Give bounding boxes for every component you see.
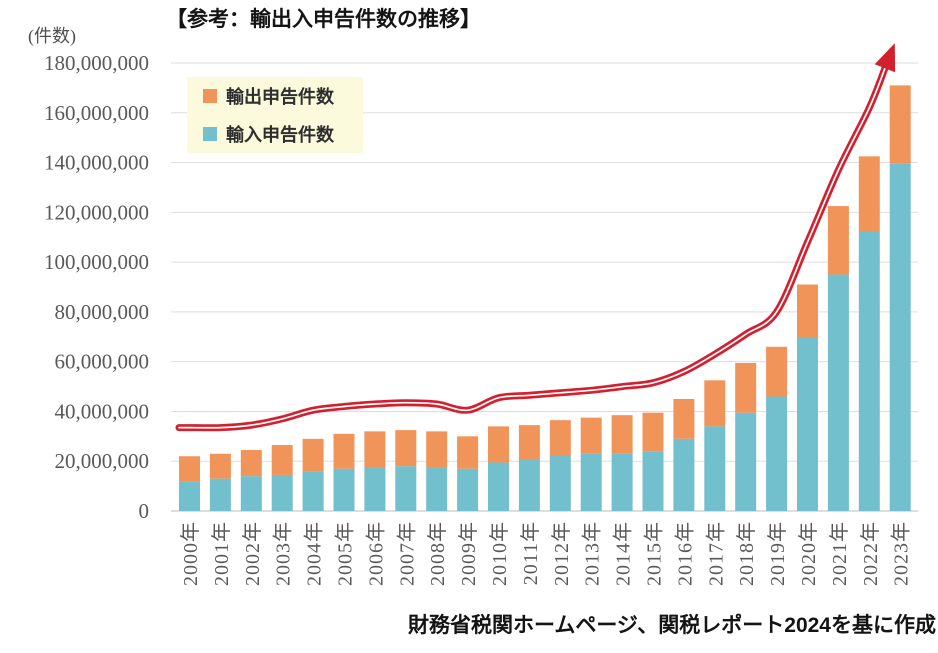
bar-export-2011 bbox=[518, 425, 540, 460]
bar-import-2008 bbox=[426, 467, 448, 511]
x-tick-label: 2008年 bbox=[426, 521, 449, 586]
bar-export-2022 bbox=[858, 156, 880, 231]
x-tick-label: 2002年 bbox=[241, 521, 264, 586]
y-tick-label: 100,000,000 bbox=[44, 250, 149, 274]
y-tick-label: 40,000,000 bbox=[55, 399, 150, 423]
x-tick-label: 2014年 bbox=[612, 521, 635, 586]
y-tick-label: 80,000,000 bbox=[55, 300, 150, 324]
y-tick-label: 140,000,000 bbox=[44, 151, 149, 175]
y-tick-label: 160,000,000 bbox=[44, 101, 149, 125]
x-tick-label: 2017年 bbox=[704, 521, 727, 586]
bar-import-2011 bbox=[518, 459, 540, 511]
x-tick-label: 2015年 bbox=[643, 521, 666, 586]
bar-export-2005 bbox=[333, 433, 355, 469]
bar-import-2018 bbox=[735, 412, 757, 511]
bar-import-2012 bbox=[549, 455, 571, 511]
chart-title: 【参考：輸出入申告件数の推移】 bbox=[166, 8, 481, 31]
x-tick-label: 2004年 bbox=[303, 521, 326, 586]
x-tick-label: 2023年 bbox=[890, 521, 913, 586]
y-tick-label: 20,000,000 bbox=[55, 449, 150, 473]
trend-arrow-highlight bbox=[178, 64, 887, 429]
bar-import-2010 bbox=[488, 462, 509, 511]
x-tick-label: 2016年 bbox=[673, 521, 696, 586]
bar-export-2018 bbox=[735, 362, 757, 413]
bar-export-2016 bbox=[673, 399, 695, 439]
x-tick-label: 2019年 bbox=[766, 521, 789, 586]
x-tick-label: 2012年 bbox=[550, 521, 573, 586]
bar-import-2007 bbox=[395, 466, 417, 511]
bar-import-2020 bbox=[797, 338, 818, 511]
bar-export-2008 bbox=[426, 431, 448, 468]
y-tick-label: 60,000,000 bbox=[55, 350, 150, 374]
bar-export-2015 bbox=[642, 412, 664, 452]
bar-import-2016 bbox=[673, 438, 695, 511]
bar-export-2004 bbox=[302, 438, 324, 472]
bar-import-2003 bbox=[271, 474, 293, 511]
legend-label-export: 輸出申告件数 bbox=[226, 87, 334, 107]
bar-import-2013 bbox=[580, 453, 602, 511]
x-tick-label: 2005年 bbox=[334, 521, 357, 586]
bar-export-2021 bbox=[827, 206, 849, 275]
bar-import-2017 bbox=[704, 426, 726, 511]
x-tick-label: 2022年 bbox=[859, 521, 882, 586]
bar-import-2015 bbox=[642, 451, 664, 511]
bar-export-2006 bbox=[364, 431, 386, 468]
y-tick-label: 0 bbox=[139, 499, 150, 523]
bar-export-2014 bbox=[611, 415, 633, 454]
bar-export-2003 bbox=[271, 445, 293, 475]
x-tick-label: 2001年 bbox=[210, 521, 233, 586]
legend-item-import: 輸入申告件数 bbox=[203, 121, 363, 147]
bar-import-2019 bbox=[766, 396, 788, 511]
bar-export-2009 bbox=[457, 436, 479, 469]
bar-import-2000 bbox=[179, 481, 200, 511]
bar-import-2014 bbox=[611, 453, 633, 511]
y-tick-label: 180,000,000 bbox=[44, 51, 149, 75]
bar-export-2012 bbox=[549, 420, 571, 455]
trend-arrowhead bbox=[874, 43, 896, 73]
bar-export-2017 bbox=[704, 380, 726, 427]
bar-export-2010 bbox=[488, 426, 509, 463]
bar-export-2019 bbox=[766, 346, 788, 397]
legend-label-import: 輸入申告件数 bbox=[226, 125, 334, 145]
bar-export-2000 bbox=[179, 456, 200, 482]
x-tick-label: 2010年 bbox=[488, 521, 511, 586]
export-swatch-icon bbox=[203, 89, 217, 103]
source-caption: 財務省税関ホームページ、関税レポート2024を基に作成 bbox=[407, 614, 936, 637]
bar-export-2002 bbox=[240, 450, 262, 477]
x-tick-label: 2009年 bbox=[457, 521, 480, 586]
bar-export-2001 bbox=[209, 453, 231, 479]
x-tick-label: 2003年 bbox=[272, 521, 295, 586]
bar-export-2020 bbox=[797, 284, 818, 339]
y-tick-label: 120,000,000 bbox=[44, 200, 149, 224]
bar-import-2002 bbox=[240, 476, 262, 511]
bar-export-2013 bbox=[580, 417, 602, 454]
x-tick-label: 2018年 bbox=[735, 521, 758, 586]
legend-item-export: 輸出申告件数 bbox=[203, 83, 363, 109]
x-tick-label: 2006年 bbox=[364, 521, 387, 586]
bar-import-2006 bbox=[364, 467, 386, 511]
x-tick-label: 2000年 bbox=[179, 521, 202, 586]
bar-import-2004 bbox=[302, 471, 324, 511]
x-tick-label: 2021年 bbox=[828, 521, 851, 586]
bar-import-2021 bbox=[827, 274, 849, 511]
x-tick-label: 2013年 bbox=[581, 521, 604, 586]
bar-import-2022 bbox=[858, 231, 880, 511]
x-tick-label: 2020年 bbox=[797, 521, 820, 586]
bar-import-2023 bbox=[889, 163, 911, 512]
bar-export-2007 bbox=[395, 430, 417, 467]
x-tick-label: 2011年 bbox=[519, 521, 542, 585]
bar-export-2023 bbox=[889, 85, 911, 164]
legend: 輸出申告件数 輸入申告件数 bbox=[187, 77, 363, 153]
bar-import-2005 bbox=[333, 468, 355, 511]
bar-import-2009 bbox=[457, 468, 479, 511]
x-tick-label: 2007年 bbox=[395, 521, 418, 586]
y-axis-unit-label: (件数) bbox=[28, 26, 76, 46]
import-swatch-icon bbox=[203, 127, 217, 141]
bar-import-2001 bbox=[209, 478, 231, 511]
